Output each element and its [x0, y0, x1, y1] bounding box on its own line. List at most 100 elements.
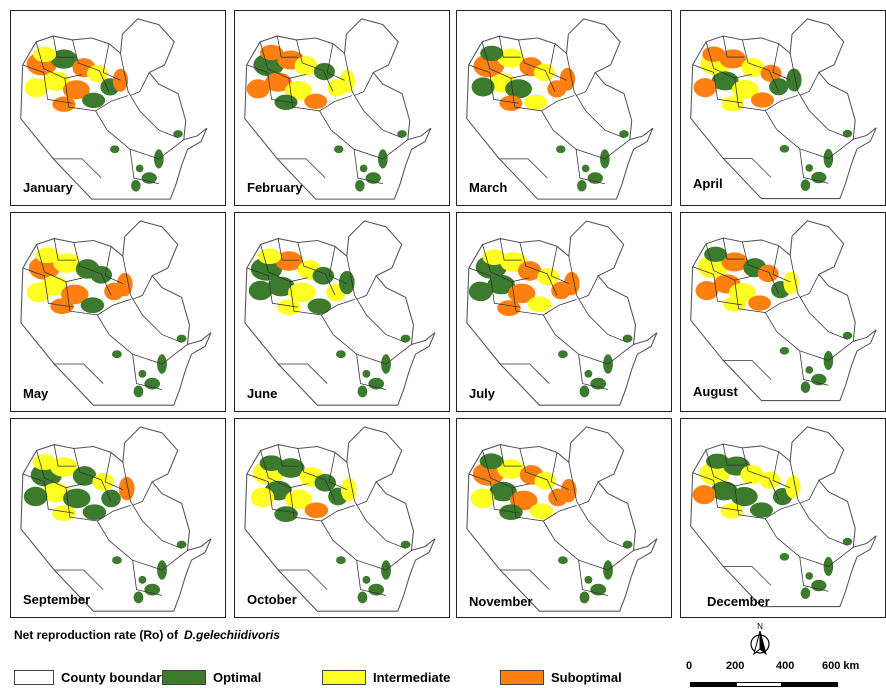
county-boundary [122, 462, 182, 549]
suitability-patch [692, 485, 716, 505]
panel-january: January [10, 10, 226, 206]
country-outline [20, 426, 212, 612]
suitability-patch [779, 347, 790, 355]
suitability-patch [693, 78, 717, 98]
suitability-patch [783, 271, 799, 295]
county-boundary [296, 39, 334, 92]
county-boundary [511, 281, 556, 335]
county-boundary [568, 256, 628, 343]
county-boundary [104, 246, 123, 284]
suitability-patch [695, 281, 719, 301]
suitability-patch [748, 295, 772, 311]
map-june [244, 220, 436, 406]
country-outline [20, 220, 212, 406]
county-boundary [468, 64, 519, 104]
panel-april: April [680, 10, 886, 206]
county-boundary [776, 331, 854, 361]
suitability-patch [811, 171, 827, 184]
county-boundary [765, 502, 798, 519]
county-boundary [734, 280, 778, 332]
month-label: May [23, 386, 49, 401]
legend-label: Intermediate [373, 669, 451, 685]
suitability-patch [24, 78, 48, 98]
suitability-patch [800, 381, 811, 393]
suitability-patch [248, 280, 273, 301]
county-boundary [543, 298, 577, 316]
suitability-patch [721, 252, 749, 272]
suitability-patch [141, 172, 157, 184]
suitability-patch [176, 540, 187, 549]
suitability-patch [805, 164, 814, 172]
county-boundary [765, 296, 798, 313]
scale-tick: 400 [776, 660, 795, 672]
suitability-patch [82, 504, 107, 521]
suitability-patch [62, 80, 90, 100]
suitability-patch [555, 145, 566, 154]
county-boundary [789, 53, 848, 138]
suitability-patch [33, 46, 57, 62]
county-boundary [499, 444, 522, 467]
county-boundary [120, 53, 179, 139]
suitability-patch [711, 71, 739, 91]
county-boundary [260, 244, 308, 283]
county-boundary [35, 41, 83, 79]
suitability-patch [116, 272, 133, 297]
suitability-patch [275, 251, 303, 271]
county-boundary [260, 450, 308, 489]
country-outline [244, 220, 436, 406]
suitability-patch [42, 482, 70, 503]
county-boundary [575, 72, 596, 96]
county-boundary [548, 43, 567, 81]
suitability-patch [82, 92, 106, 109]
county-boundary [554, 540, 634, 571]
county-boundary [97, 504, 131, 522]
county-boundary [723, 158, 772, 178]
county-boundary [353, 149, 383, 185]
suitability-patch [314, 473, 337, 492]
suitability-patch [517, 261, 542, 281]
suitability-patch [357, 385, 368, 398]
county-boundary [741, 447, 780, 500]
county-boundary [741, 39, 780, 92]
scale-tick: 0 [686, 660, 693, 672]
county-boundary [692, 472, 743, 512]
suitability-patch [138, 369, 147, 378]
county-boundary [319, 95, 353, 112]
map-october [244, 426, 436, 612]
country-outline [20, 18, 208, 200]
panel-october: October [234, 418, 450, 618]
county-boundary [22, 267, 74, 308]
county-boundary [246, 267, 298, 308]
suitability-patch [112, 350, 122, 359]
panel-february: February [234, 10, 450, 206]
month-label: August [693, 384, 738, 399]
suitability-patch [584, 369, 593, 378]
suitability-patch [357, 591, 368, 604]
suitability-patch [750, 502, 773, 518]
suitability-patch [560, 478, 577, 503]
suitability-patch [101, 489, 121, 508]
county-boundary [575, 149, 605, 185]
suitability-patch [529, 503, 554, 520]
suitability-patch [264, 72, 292, 92]
county-boundary [54, 363, 104, 384]
suitability-patch [32, 454, 57, 471]
county-boundary [72, 39, 110, 92]
county-boundary [353, 72, 374, 96]
county-boundary [578, 354, 609, 390]
county-boundary [297, 448, 336, 502]
county-boundary [54, 569, 104, 590]
county-boundary [95, 95, 129, 112]
suitability-patch [112, 556, 122, 565]
county-boundary [722, 443, 745, 466]
county-boundary [499, 238, 522, 261]
suitability-patch [50, 49, 78, 69]
suitability-patch [800, 587, 811, 599]
county-boundary [22, 64, 73, 104]
county-boundary [578, 560, 609, 596]
county-boundary [278, 363, 328, 384]
scale-bar [690, 682, 838, 687]
panel-september: September [10, 418, 226, 618]
suitability-patch [118, 476, 135, 501]
suitability-patch [479, 453, 504, 470]
